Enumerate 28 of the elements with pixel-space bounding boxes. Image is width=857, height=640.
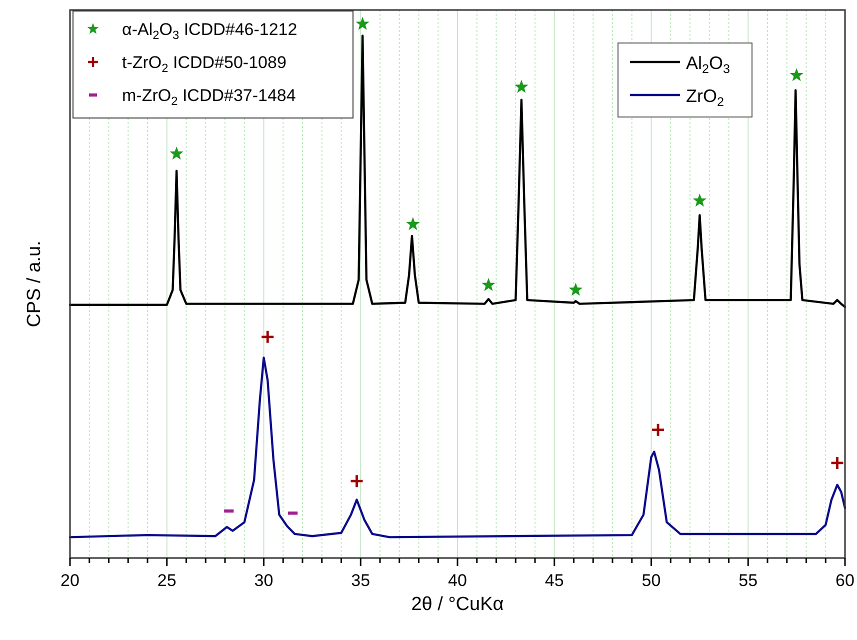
point [260, 330, 275, 344]
x-tick-label: 50 [642, 571, 661, 590]
x-tick-label: 25 [157, 571, 176, 590]
legend-label: Al$_{2}$O$_{3}$ [686, 53, 730, 76]
x-tick-label: 30 [254, 571, 274, 590]
point [692, 194, 707, 207]
point [406, 217, 420, 230]
point [514, 80, 528, 93]
x-tick-label: 40 [448, 571, 467, 590]
x-axis-title: 2θ / °CuKα [411, 594, 504, 615]
x-tick-label: 20 [60, 571, 80, 590]
point [356, 16, 370, 30]
legend-label: α-Al$_{2}$O$_{3}$ ICDD#46-1212 [122, 20, 298, 42]
point [482, 278, 496, 291]
legend-label: t-ZrO$_{2}$ ICDD#50-1089 [122, 53, 286, 75]
x-tick-label: 55 [738, 571, 758, 590]
point [350, 474, 364, 488]
point [830, 456, 844, 470]
x-tick-label: 45 [544, 571, 564, 590]
point [790, 68, 804, 82]
point [170, 146, 184, 160]
x-tick-label: 60 [836, 571, 854, 590]
x-tick-label: 35 [351, 571, 370, 590]
point [650, 422, 666, 438]
y-axis-title: CPS / a.u. [24, 240, 45, 328]
legend-label: ZrO$_{2}$ [686, 86, 724, 109]
legend-label: m-ZrO$_{2}$ ICDD#37-1484 [122, 86, 296, 108]
point [568, 282, 583, 296]
